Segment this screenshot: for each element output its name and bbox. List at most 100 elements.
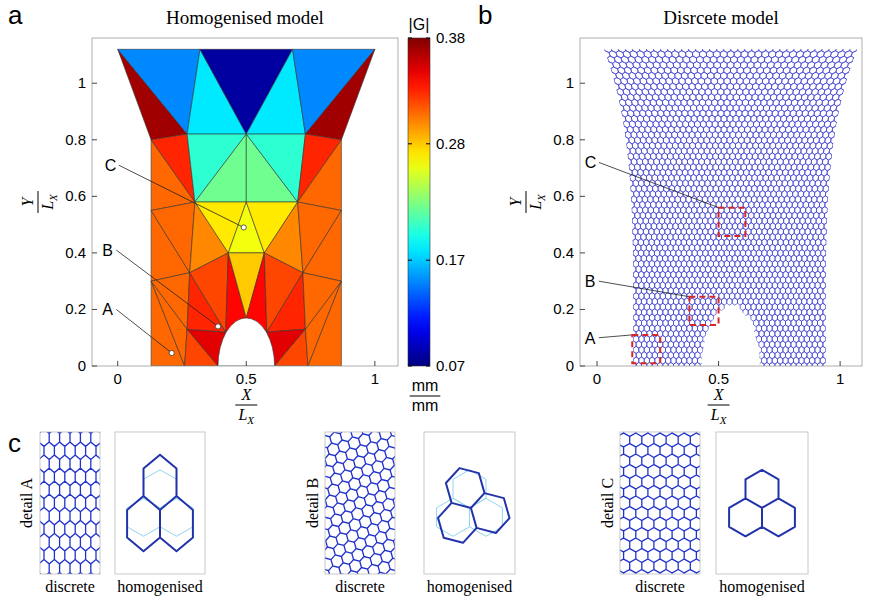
y-tick (580, 252, 585, 253)
fraction-denominator: LX (527, 193, 547, 211)
detail-box (719, 208, 746, 236)
mesh-cell (303, 211, 342, 282)
x-tick (246, 361, 247, 366)
x-tick (597, 361, 598, 366)
fraction-label: YLX (19, 191, 59, 213)
mesh-cell (118, 49, 200, 134)
fraction-bar (708, 405, 730, 406)
colorbar-tick (426, 143, 430, 144)
y-tick-label: 1 (566, 74, 574, 91)
fraction-numerator: X (713, 386, 725, 403)
mesh-cell (275, 329, 308, 366)
detail-caption: homogenised (117, 578, 202, 596)
homogenised-cell (437, 468, 510, 543)
panel-title: Homogenised model (166, 7, 324, 28)
detail-caption: homogenised (427, 578, 512, 596)
mesh (116, 49, 375, 366)
y-tick (92, 196, 97, 197)
detail-caption: discrete (335, 578, 385, 595)
leader-line (116, 250, 218, 326)
detail-label: detail B (304, 478, 321, 528)
mesh-cell (303, 273, 342, 330)
detail-frame (40, 432, 100, 574)
colorbar-tick (426, 260, 430, 261)
discrete-patch (325, 432, 395, 574)
deformed-cell (438, 468, 510, 543)
fraction-bar (526, 191, 527, 213)
annotation-point (215, 324, 220, 329)
lattice-group (595, 45, 862, 366)
colorbar-label: |G| (409, 16, 430, 33)
leader-line (119, 165, 244, 227)
x-tick-label: 1 (836, 370, 844, 387)
mesh-cell (305, 49, 375, 140)
colorbar-tick-label: 0.28 (436, 135, 465, 152)
y-tick-label: 0 (78, 357, 86, 374)
x-tick (840, 361, 841, 366)
subscript: X (719, 414, 728, 426)
panel-title: Disrcete model (663, 7, 779, 28)
plot-area (595, 45, 862, 366)
y-tick (92, 252, 97, 253)
fraction-numerator: Y (507, 195, 524, 206)
leader-line (599, 335, 632, 338)
leader-line (599, 281, 690, 297)
panel-letter: b (478, 0, 492, 30)
detail-frame (716, 432, 808, 574)
fraction-label: mmmm (410, 377, 441, 414)
colorbar-tick (408, 260, 412, 261)
homogenised-cell (729, 470, 795, 537)
deformed-cell (127, 455, 193, 551)
detail-caption: homogenised (719, 578, 804, 596)
detail-caption: discrete (45, 578, 95, 595)
panel-letter: c (8, 428, 21, 458)
y-tick (580, 83, 585, 84)
y-tick (92, 366, 97, 367)
figure: ABC00.5100.20.40.60.81Homogenised modela… (0, 0, 875, 604)
y-tick (580, 139, 585, 140)
detail-frame (115, 432, 205, 574)
y-tick-label: 0.8 (553, 131, 574, 148)
colorbar-tick (426, 366, 430, 367)
discrete-lattice (325, 432, 395, 574)
annotation-label: B (585, 273, 596, 290)
panel-letter: a (8, 0, 23, 30)
detail-frame (424, 432, 515, 574)
detail-box (689, 297, 718, 325)
fraction-denominator: LX (710, 406, 728, 426)
annotation-label: C (105, 157, 117, 174)
colorbar-tick (408, 38, 412, 39)
subscript: X (47, 193, 59, 202)
annotation-label: A (102, 301, 113, 318)
fraction-numerator: Y (19, 195, 36, 206)
x-tick (374, 361, 375, 366)
discrete-patch (620, 432, 700, 574)
mesh-cell (267, 273, 306, 332)
y-tick-label: 0 (566, 357, 574, 374)
reference-cell (437, 470, 503, 537)
annotation-label: C (585, 154, 597, 171)
colorbar-tick (426, 38, 430, 39)
lattice (595, 45, 862, 366)
fraction-bar (38, 191, 39, 213)
annotation-point (241, 225, 246, 230)
y-tick (580, 366, 585, 367)
mesh-cell (195, 134, 246, 202)
deformed-cell (729, 470, 795, 537)
discrete-lattice (40, 432, 100, 574)
y-tick-label: 0.2 (553, 300, 574, 317)
detail-label: detail A (18, 477, 35, 528)
fraction-label: YLX (507, 191, 547, 213)
leader-line (599, 162, 719, 207)
detail-frame (620, 432, 700, 574)
subscript: X (535, 193, 547, 202)
leader-line (116, 309, 171, 353)
colorbar-tick-label: 0.17 (436, 251, 465, 268)
y-tick-label: 0.6 (65, 187, 86, 204)
colorbar (408, 38, 430, 366)
x-tick-label: 0.5 (236, 370, 257, 387)
plot-frame (580, 38, 862, 366)
homogenised-cell (127, 455, 193, 551)
mesh-cell (190, 253, 229, 332)
fraction-denominator: LX (39, 193, 59, 211)
